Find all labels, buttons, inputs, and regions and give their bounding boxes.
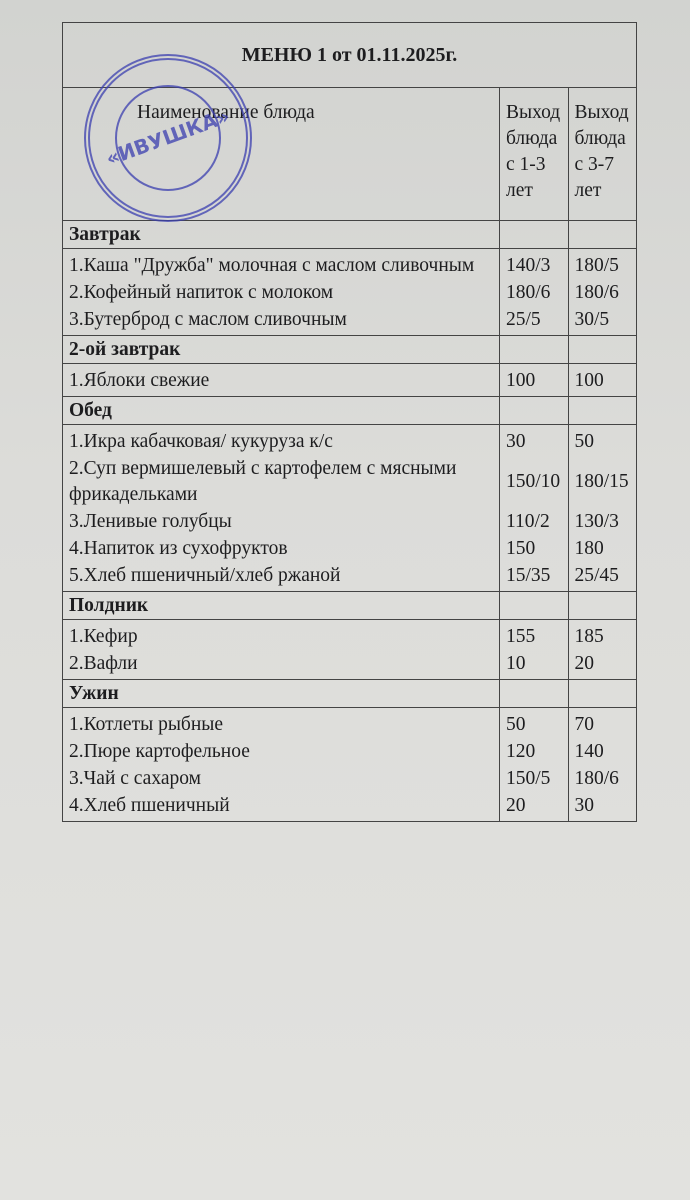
- section-name: 2-ой завтрак: [62, 335, 500, 364]
- yield-3-7: 50: [567, 424, 637, 455]
- section-row: Полдник: [62, 591, 637, 620]
- section-name: Полдник: [62, 591, 500, 620]
- dish-name: 1.Яблоки свежие: [62, 363, 500, 397]
- section-name: Обед: [62, 396, 500, 425]
- dish-name: 1.Кефир: [62, 619, 500, 650]
- dish-row: 2.Кофейный напиток с молоком 180/6 180/6: [62, 279, 637, 306]
- dish-name: 4.Хлеб пшеничный: [62, 792, 500, 822]
- yield-3-7: 185: [567, 619, 637, 650]
- dish-name: 3.Бутерброд с маслом сливочным: [62, 306, 500, 336]
- menu-table: МЕНЮ 1 от 01.11.2025г. Наименование блюд…: [62, 22, 637, 822]
- yield-1-3: 150/5: [499, 765, 569, 792]
- dish-name: 5.Хлеб пшеничный/хлеб ржаной: [62, 562, 500, 592]
- yield-3-7: 130/3: [567, 508, 637, 535]
- dish-name: 4.Напиток из сухофруктов: [62, 535, 500, 562]
- dish-name: 2.Суп вермишелевый с картофелем с мясным…: [62, 455, 500, 508]
- section-name: Завтрак: [62, 220, 500, 249]
- title-row: МЕНЮ 1 от 01.11.2025г.: [62, 22, 637, 88]
- yield-1-3: 25/5: [499, 306, 569, 336]
- yield-3-7: 25/45: [567, 562, 637, 592]
- dish-row: 2.Пюре картофельное 120 140: [62, 738, 637, 765]
- yield-1-3: 30: [499, 424, 569, 455]
- dish-row: 5.Хлеб пшеничный/хлеб ржаной 15/35 25/45: [62, 562, 637, 592]
- header-yield-3-7: Выход блюда с 3-7 лет: [567, 87, 637, 221]
- dish-row: 3.Ленивые голубцы 110/2 130/3: [62, 508, 637, 535]
- dish-row: 1.Икра кабачковая/ кукуруза к/с 30 50: [62, 424, 637, 455]
- yield-3-7: 180/6: [567, 765, 637, 792]
- yield-1-3: 140/3: [499, 248, 569, 279]
- dish-row: 4.Хлеб пшеничный 20 30: [62, 792, 637, 822]
- dish-row: 4.Напиток из сухофруктов 150 180: [62, 535, 637, 562]
- dish-row: 2.Суп вермишелевый с картофелем с мясным…: [62, 455, 637, 508]
- yield-3-7: 70: [567, 707, 637, 738]
- header-yield-1-3: Выход блюда с 1-3 лет: [499, 87, 569, 221]
- yield-3-7: 180/15: [567, 455, 637, 508]
- yield-1-3: 20: [499, 792, 569, 822]
- yield-3-7: 20: [567, 650, 637, 680]
- dish-name: 2.Вафли: [62, 650, 500, 680]
- dish-name: 3.Ленивые голубцы: [62, 508, 500, 535]
- dish-row: 1.Каша "Дружба" молочная с маслом сливоч…: [62, 248, 637, 279]
- dish-row: 1.Кефир 155 185: [62, 619, 637, 650]
- section-row: 2-ой завтрак: [62, 335, 637, 364]
- dish-row: 2.Вафли 10 20: [62, 650, 637, 680]
- dish-name: 1.Каша "Дружба" молочная с маслом сливоч…: [62, 248, 500, 279]
- yield-1-3: 120: [499, 738, 569, 765]
- dish-row: 3.Бутерброд с маслом сливочным 25/5 30/5: [62, 306, 637, 336]
- dish-name: 2.Пюре картофельное: [62, 738, 500, 765]
- yield-3-7: 180/5: [567, 248, 637, 279]
- yield-3-7: 180/6: [567, 279, 637, 306]
- section-row: Обед: [62, 396, 637, 425]
- dish-name: 3.Чай с сахаром: [62, 765, 500, 792]
- yield-1-3: 150/10: [499, 455, 569, 508]
- menu-title: МЕНЮ 1 от 01.11.2025г.: [62, 22, 637, 88]
- yield-1-3: 180/6: [499, 279, 569, 306]
- dish-row: 1.Котлеты рыбные 50 70: [62, 707, 637, 738]
- dish-name: 1.Котлеты рыбные: [62, 707, 500, 738]
- dish-row: 1.Яблоки свежие 100 100: [62, 363, 637, 397]
- yield-3-7: 30: [567, 792, 637, 822]
- dish-name: 2.Кофейный напиток с молоком: [62, 279, 500, 306]
- yield-1-3: 110/2: [499, 508, 569, 535]
- yield-3-7: 30/5: [567, 306, 637, 336]
- yield-1-3: 10: [499, 650, 569, 680]
- yield-1-3: 15/35: [499, 562, 569, 592]
- header-row: Наименование блюда Выход блюда с 1-3 лет…: [62, 87, 637, 221]
- yield-1-3: 50: [499, 707, 569, 738]
- yield-1-3: 150: [499, 535, 569, 562]
- yield-3-7: 100: [567, 363, 637, 397]
- dish-row: 3.Чай с сахаром 150/5 180/6: [62, 765, 637, 792]
- yield-1-3: 155: [499, 619, 569, 650]
- dish-name: 1.Икра кабачковая/ кукуруза к/с: [62, 424, 500, 455]
- yield-3-7: 140: [567, 738, 637, 765]
- yield-1-3: 100: [499, 363, 569, 397]
- section-row: Ужин: [62, 679, 637, 708]
- section-row: Завтрак: [62, 220, 637, 249]
- section-name: Ужин: [62, 679, 500, 708]
- yield-3-7: 180: [567, 535, 637, 562]
- header-dish-name: Наименование блюда: [62, 87, 500, 221]
